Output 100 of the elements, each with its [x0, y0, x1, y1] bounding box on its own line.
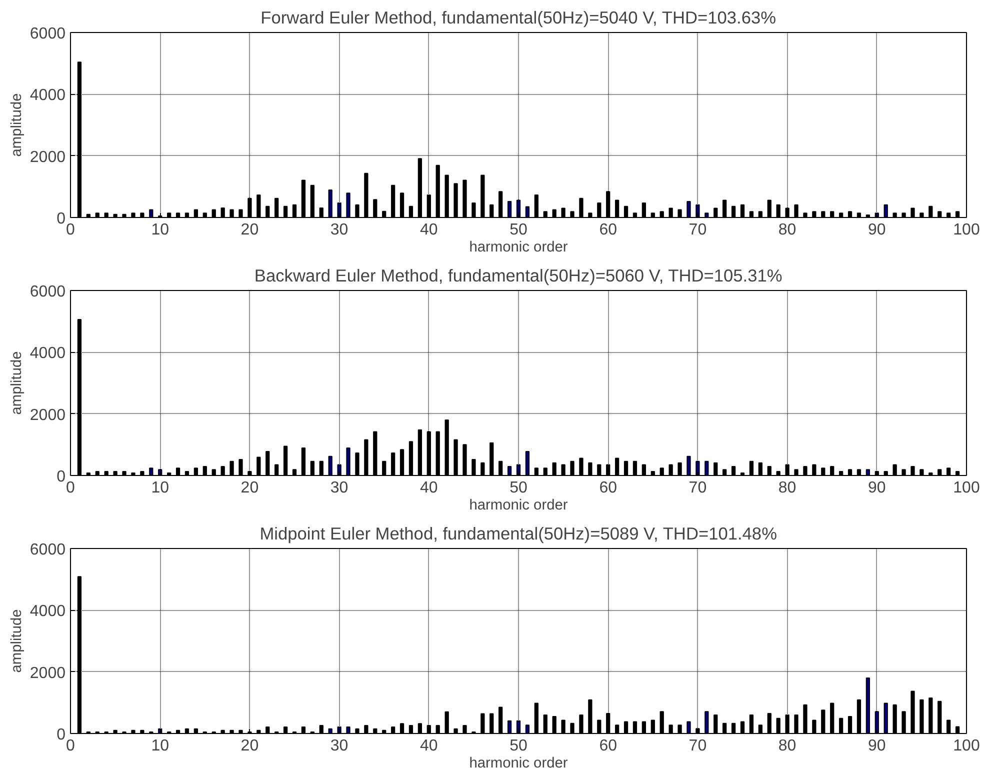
bar [283, 206, 288, 218]
bar [274, 464, 279, 476]
bar [614, 724, 620, 734]
bar [892, 464, 897, 476]
bar [238, 209, 243, 218]
bar [543, 714, 548, 734]
bar [274, 198, 279, 218]
bar [480, 713, 485, 734]
bar [767, 712, 772, 734]
bar [910, 690, 915, 734]
bar [436, 164, 440, 218]
bar [543, 211, 548, 218]
bar [230, 209, 234, 218]
bar [848, 469, 852, 476]
bar [266, 450, 270, 476]
bar [650, 212, 655, 218]
bar [230, 460, 234, 476]
bar [194, 209, 198, 218]
y-tick-label: 6000 [30, 26, 66, 42]
bar [704, 460, 709, 476]
bar [597, 202, 602, 218]
bar [722, 469, 727, 476]
bar [543, 468, 548, 476]
bar [292, 469, 297, 476]
bar [266, 726, 270, 734]
x-tick-label: 50 [510, 222, 528, 238]
bar [848, 716, 852, 734]
bar [838, 718, 844, 734]
x-axis-title: harmonic order [469, 756, 568, 772]
bar [920, 699, 924, 734]
y-tick-label: 2000 [30, 406, 66, 424]
bar [454, 728, 458, 734]
y-tick-label: 0 [56, 726, 66, 744]
bar [319, 207, 324, 218]
y-tick-label: 6000 [30, 284, 66, 300]
bar [382, 210, 386, 218]
bar [122, 470, 126, 476]
x-tick-label: 80 [778, 738, 796, 754]
x-tick-label: 10 [151, 738, 170, 754]
bar [749, 211, 754, 218]
bar [892, 212, 897, 218]
bar [202, 212, 207, 218]
bar [462, 444, 467, 476]
y-tick-label: 2000 [30, 664, 66, 682]
bar [821, 710, 826, 734]
bar [668, 208, 673, 218]
bar [821, 211, 826, 218]
bar [131, 212, 136, 218]
bar [230, 730, 234, 734]
bar [444, 174, 449, 218]
bar [266, 206, 270, 218]
x-tick-label: 40 [420, 480, 438, 496]
bar [892, 704, 897, 734]
bar [149, 468, 154, 476]
bar [740, 204, 745, 218]
bar [113, 470, 118, 476]
bar [283, 446, 288, 476]
bar [408, 206, 414, 218]
bar [472, 202, 476, 218]
bar [176, 212, 180, 218]
bar [758, 724, 762, 734]
x-tick-label: 70 [688, 738, 707, 754]
bar [686, 721, 691, 734]
bar [444, 420, 449, 476]
bar [238, 730, 243, 734]
bar [614, 200, 620, 218]
bar [955, 470, 960, 476]
bar [686, 456, 691, 476]
bar [390, 452, 396, 476]
y-tick-label: 4000 [30, 87, 66, 104]
bar [390, 184, 396, 218]
bar [704, 711, 709, 734]
bar [812, 464, 816, 476]
x-tick-label: 50 [510, 738, 528, 754]
bar [184, 470, 190, 476]
bar [678, 724, 682, 734]
bar [767, 466, 772, 476]
bar [238, 458, 243, 476]
bar [346, 192, 350, 218]
bar [579, 714, 584, 734]
bar [884, 702, 888, 734]
bar [507, 200, 512, 218]
bar [184, 212, 190, 218]
bar [328, 190, 332, 218]
bar [418, 158, 422, 218]
x-tick-label: 30 [330, 222, 348, 238]
bar [910, 466, 915, 476]
y-axis-title: amplitude [8, 93, 25, 157]
bar [731, 466, 736, 476]
bar [803, 466, 808, 476]
bar [938, 700, 942, 734]
bar [355, 452, 360, 476]
y-axis-title: amplitude [8, 609, 25, 673]
x-tick-label: 90 [868, 222, 886, 238]
bar [902, 212, 906, 218]
bar [668, 724, 673, 734]
bar [597, 720, 602, 734]
bar [490, 713, 494, 734]
bar [955, 726, 960, 734]
bar [821, 468, 826, 476]
